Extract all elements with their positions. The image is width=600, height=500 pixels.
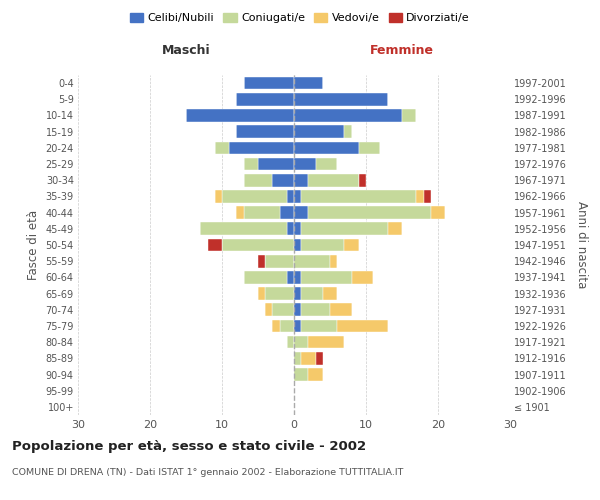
Bar (359, 142, 380, 154)
Legend: Celibi/Nubili, Coniugati/e, Vedovi/e, Divorziati/e: Celibi/Nubili, Coniugati/e, Vedovi/e, Di… (125, 8, 475, 28)
Bar (308, 174, 359, 186)
Y-axis label: Anni di nascita: Anni di nascita (575, 202, 589, 288)
Bar (265, 255, 294, 268)
Bar (280, 320, 294, 332)
Bar (308, 368, 323, 381)
Bar (280, 206, 294, 219)
Bar (330, 304, 352, 316)
Bar (424, 190, 431, 202)
Bar (344, 126, 352, 138)
Bar (244, 206, 280, 219)
Bar (316, 158, 337, 170)
Bar (236, 206, 244, 219)
Bar (222, 238, 294, 252)
Bar (301, 304, 330, 316)
Bar (244, 271, 287, 283)
Bar (294, 77, 323, 90)
Bar (272, 304, 294, 316)
Bar (200, 222, 287, 235)
Text: COMUNE DI DRENA (TN) - Dati ISTAT 1° gennaio 2002 - Elaborazione TUTTITALIA.IT: COMUNE DI DRENA (TN) - Dati ISTAT 1° gen… (12, 468, 403, 477)
Bar (215, 190, 222, 202)
Text: Popolazione per età, sesso e stato civile - 2002: Popolazione per età, sesso e stato civil… (12, 440, 366, 453)
Bar (301, 271, 352, 283)
Bar (323, 288, 337, 300)
Bar (287, 271, 294, 283)
Bar (294, 190, 301, 202)
Bar (294, 255, 330, 268)
Bar (294, 368, 308, 381)
Bar (337, 320, 388, 332)
Bar (244, 174, 272, 186)
Bar (388, 222, 402, 235)
Bar (186, 109, 294, 122)
Bar (294, 320, 301, 332)
Bar (294, 336, 308, 348)
Bar (301, 320, 337, 332)
Bar (229, 142, 294, 154)
Bar (287, 336, 294, 348)
Bar (215, 142, 229, 154)
Bar (330, 255, 337, 268)
Bar (294, 158, 316, 170)
Bar (294, 238, 301, 252)
Bar (222, 190, 287, 202)
Bar (294, 288, 301, 300)
Bar (359, 174, 366, 186)
Bar (294, 174, 308, 186)
Bar (301, 352, 316, 364)
Bar (301, 238, 344, 252)
Bar (294, 206, 308, 219)
Bar (294, 304, 301, 316)
Bar (265, 304, 272, 316)
Bar (344, 238, 359, 252)
Bar (294, 352, 301, 364)
Bar (236, 93, 294, 106)
Bar (258, 255, 265, 268)
Bar (294, 93, 388, 106)
Bar (236, 126, 294, 138)
Bar (294, 142, 359, 154)
Bar (287, 222, 294, 235)
Bar (258, 158, 294, 170)
Bar (244, 158, 258, 170)
Bar (272, 174, 294, 186)
Bar (287, 190, 294, 202)
Bar (301, 190, 416, 202)
Bar (301, 222, 388, 235)
Bar (308, 206, 431, 219)
Bar (431, 206, 445, 219)
Bar (294, 109, 402, 122)
Bar (352, 271, 373, 283)
Bar (265, 288, 294, 300)
Text: Femmine: Femmine (370, 44, 434, 58)
Bar (294, 222, 301, 235)
Bar (272, 320, 280, 332)
Text: Maschi: Maschi (161, 44, 211, 58)
Bar (416, 190, 424, 202)
Bar (294, 126, 344, 138)
Y-axis label: Fasce di età: Fasce di età (27, 210, 40, 280)
Bar (308, 336, 344, 348)
Bar (294, 271, 301, 283)
Bar (208, 238, 222, 252)
Bar (258, 288, 265, 300)
Bar (402, 109, 416, 122)
Bar (316, 352, 323, 364)
Bar (244, 77, 294, 90)
Bar (301, 288, 323, 300)
